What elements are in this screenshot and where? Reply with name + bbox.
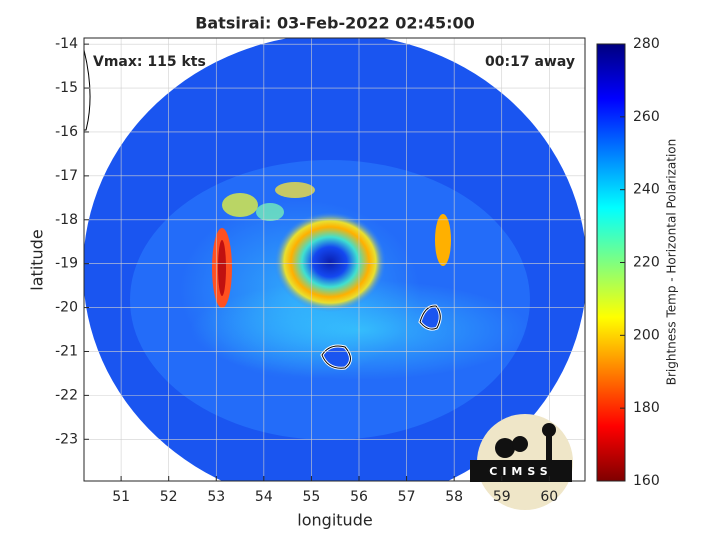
logo: CIMSS [470, 414, 573, 510]
annotation: 00:17 away [485, 54, 575, 70]
colorbar-tick-label: 200 [633, 327, 660, 343]
y-tick-label: -21 [55, 343, 78, 359]
colorbar-tick-label: 180 [633, 400, 660, 416]
colorbar-tick-label: 160 [633, 473, 660, 489]
y-tick-label: -22 [55, 387, 78, 403]
x-tick-label: 53 [207, 489, 225, 505]
x-tick-label: 51 [112, 489, 130, 505]
x-tick-label: 56 [350, 489, 368, 505]
colorbar-label: Brightness Temp - Horizontal Polarizatio… [665, 139, 679, 386]
x-axis-label: longitude [297, 511, 372, 530]
colorbar-tick-label: 240 [633, 182, 660, 198]
y-tick-label: -15 [55, 80, 78, 96]
y-tick-label: -18 [55, 212, 78, 228]
x-tick-label: 59 [493, 489, 511, 505]
x-tick-label: 52 [160, 489, 178, 505]
x-tick-label: 54 [255, 489, 273, 505]
y-tick-label: -23 [55, 431, 78, 447]
grid [84, 38, 585, 481]
x-tick-label: 55 [303, 489, 321, 505]
y-tick-label: -17 [55, 168, 78, 184]
y-tick-label: -19 [55, 256, 78, 272]
colorbar-tick-label: 280 [633, 36, 660, 52]
y-tick-label: -16 [55, 124, 78, 140]
x-tick-label: 58 [445, 489, 463, 505]
colorbar-tick-label: 260 [633, 109, 660, 125]
annotation: Vmax: 115 kts [93, 54, 206, 70]
chart-title: Batsirai: 03-Feb-2022 02:45:00 [195, 14, 475, 33]
axes-box [83, 37, 586, 482]
x-tick-label: 60 [540, 489, 558, 505]
x-tick-label: 57 [398, 489, 416, 505]
y-axis-label: latitude [28, 229, 47, 290]
y-tick-label: -20 [55, 300, 78, 316]
logo-text: CIMSS [489, 465, 552, 478]
colorbar-tick-label: 220 [633, 255, 660, 271]
y-tick-label: -14 [55, 36, 78, 52]
satellite-image [84, 38, 585, 481]
